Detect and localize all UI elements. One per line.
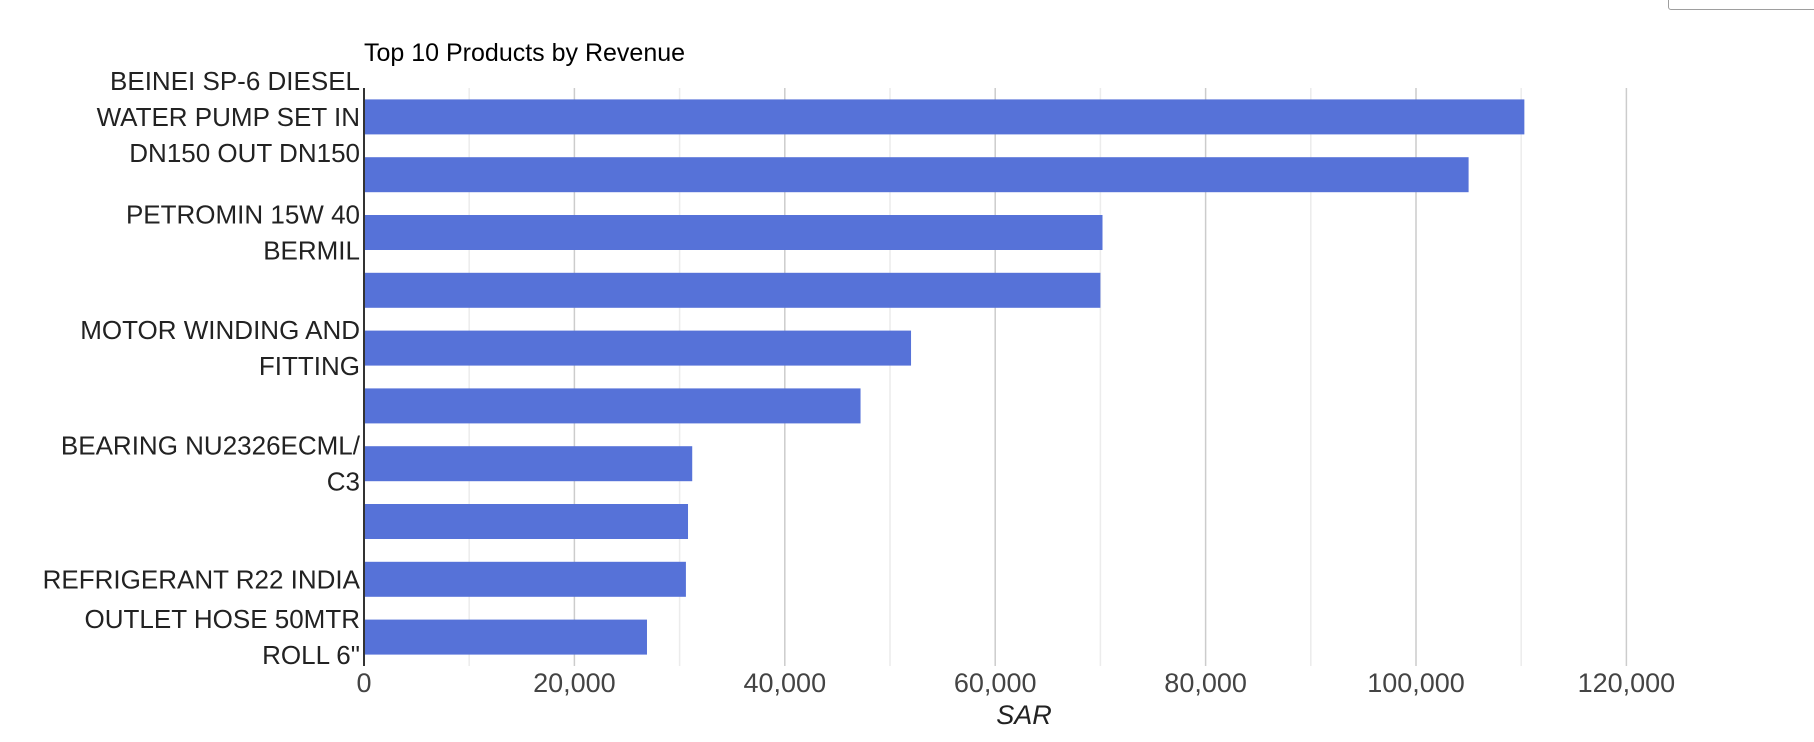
category-label-line: REFRIGERANT R22 INDIA xyxy=(43,564,361,594)
category-label-line: BEARING NU2326ECML/ xyxy=(61,431,361,461)
category-label-line: C3 xyxy=(327,467,360,497)
bar xyxy=(364,157,1469,193)
dropdown-control[interactable] xyxy=(1668,0,1814,10)
bar xyxy=(364,619,647,655)
x-tick-label: 60,000 xyxy=(954,668,1037,698)
category-label: PETROMIN 15W 40 BERMIL xyxy=(126,200,360,266)
category-label: REFRIGERANT R22 INDIA xyxy=(43,564,361,594)
bar xyxy=(364,272,1101,308)
x-tick-label: 20,000 xyxy=(533,668,616,698)
category-label: OUTLET HOSE 50MTR ROLL 6" xyxy=(85,604,360,670)
bar xyxy=(364,561,686,597)
category-label-line: FITTING xyxy=(259,351,360,381)
category-label-line: PETROMIN 15W 40 xyxy=(126,200,360,230)
category-label-line: WATER PUMP SET IN xyxy=(97,102,360,132)
x-tick-label: 120,000 xyxy=(1578,668,1676,698)
category-label-line: ROLL 6" xyxy=(262,640,360,670)
category-label-line: BERMIL xyxy=(263,236,360,266)
category-label: MOTOR WINDING AND FITTING xyxy=(80,315,360,381)
category-label-line: OUTLET HOSE 50MTR xyxy=(85,604,360,634)
bar xyxy=(364,99,1525,135)
category-label-line: BEINEI SP-6 DIESEL xyxy=(110,66,360,96)
x-axis-title: SAR xyxy=(996,700,1052,730)
chart-title: Top 10 Products by Revenue xyxy=(364,39,685,67)
category-label-line: DN150 OUT DN150 xyxy=(129,138,360,168)
category-label-line: MOTOR WINDING AND xyxy=(80,315,360,345)
bar xyxy=(364,215,1103,250)
bar xyxy=(364,330,912,366)
x-tick-label: 80,000 xyxy=(1164,668,1247,698)
category-label: BEARING NU2326ECML/C3 xyxy=(61,431,361,497)
category-label: BEINEI SP-6 DIESEL WATER PUMP SET IN DN150… xyxy=(97,66,360,168)
x-tick-label: 100,000 xyxy=(1367,668,1465,698)
bar xyxy=(364,504,689,539)
labels: 0 20,000 40,000 60,000 80,000 100,000 120,000 B… xyxy=(43,66,1676,698)
x-tick-label: 40,000 xyxy=(744,668,827,698)
bar xyxy=(364,446,693,482)
bars xyxy=(364,99,1525,655)
bar xyxy=(364,388,861,424)
x-tick-label: 0 xyxy=(356,668,371,698)
